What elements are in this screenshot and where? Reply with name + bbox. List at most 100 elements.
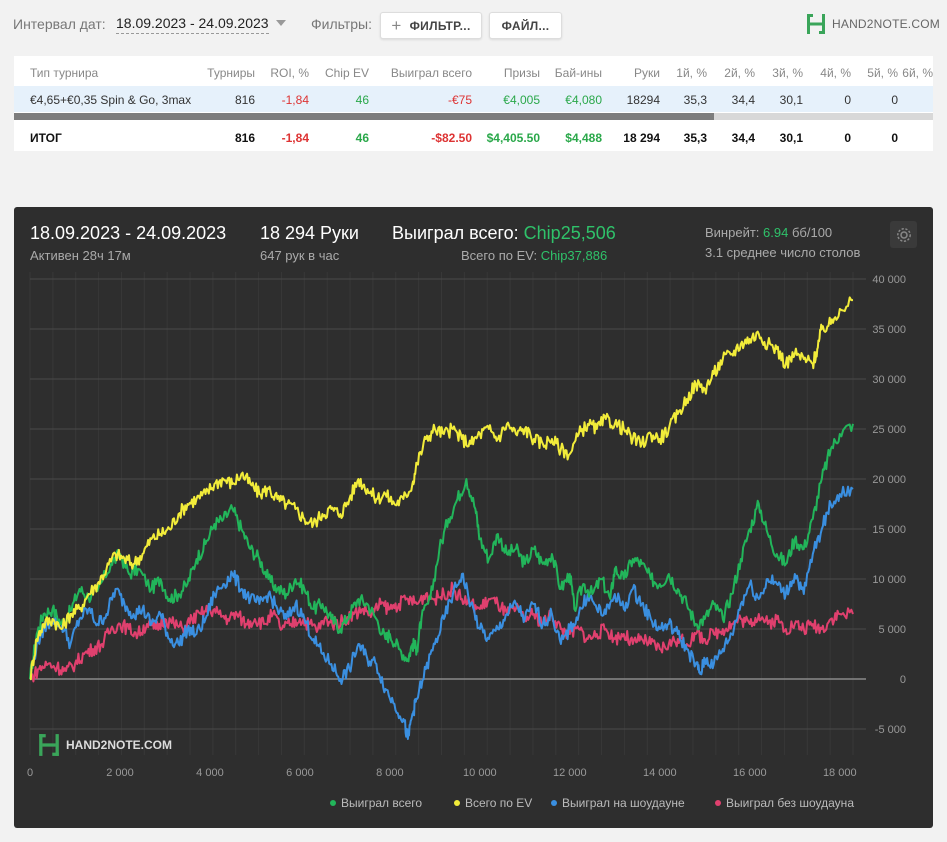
header-cell-6[interactable]: Бай-ины — [554, 66, 602, 80]
header-cell-3[interactable]: Chip EV — [324, 66, 369, 80]
won-total-value: Chip25,506 — [523, 223, 616, 243]
total-cell-4: -$82.50 — [431, 131, 472, 145]
won-total-label: Выиграл всего: — [392, 223, 519, 243]
y-tick-label: 25 000 — [872, 424, 906, 436]
x-tick-label: 18 000 — [823, 767, 857, 779]
total-cell-3: 46 — [355, 131, 369, 145]
x-tick-label: 10 000 — [463, 767, 497, 779]
winrate-value: 6.94 — [763, 225, 789, 240]
profit-line-chart: 40 000 35 000 30 000 25 000 20 000 15 000 10 0… — [27, 272, 906, 779]
y-tick-label: 15 000 — [872, 524, 906, 536]
total-cell-12: 0 — [891, 131, 898, 145]
legend-dot-icon — [454, 800, 460, 806]
header-cell-0[interactable]: Тип турнира — [30, 66, 99, 80]
gear-icon — [896, 227, 911, 242]
y-tick-label: -5 000 — [875, 724, 906, 736]
plus-icon: + — [391, 15, 402, 35]
y-tick-label: 10 000 — [872, 574, 906, 586]
legend-label: Выиграл без шоудауна — [726, 796, 854, 810]
watermark-text: HAND2NOTE.COM — [66, 738, 173, 752]
row-cell-12: 0 — [891, 93, 898, 107]
y-tick-label: 5 000 — [878, 624, 906, 636]
avg-tables: 3.1 среднее число столов — [705, 245, 861, 260]
row-cell-2: -1,84 — [281, 93, 309, 107]
legend-dot-icon — [715, 800, 721, 806]
total-cell-9: 34,4 — [731, 131, 755, 145]
series-line-showdown — [29, 485, 854, 740]
series-line-ev — [29, 296, 853, 681]
legend-item-ev[interactable]: Всего по EV — [454, 796, 532, 810]
y-tick-label: 30 000 — [872, 374, 906, 386]
hands-per-hour: 647 рук в час — [260, 248, 340, 263]
x-tick-label: 14 000 — [643, 767, 677, 779]
top-bar: Интервал дат: 18.09.2023 - 24.09.2023 Фи… — [0, 0, 947, 50]
header-cell-5[interactable]: Призы — [503, 66, 540, 80]
total-cell-10: 30,1 — [779, 131, 803, 145]
header-cell-1[interactable]: Турниры — [207, 66, 255, 80]
total-cell-11: 0 — [844, 131, 851, 145]
total-cell-8: 35,3 — [683, 131, 707, 145]
chart-watermark: HAND2NOTE.COM — [38, 733, 172, 757]
header-cell-7[interactable]: Руки — [634, 66, 660, 80]
table-row[interactable]: €4,65+€0,35 Spin & Go, 3max 816 -1,84 46 -€7… — [14, 86, 933, 112]
row-cell-5: €4,005 — [503, 93, 540, 107]
header-cell-9[interactable]: 2й, % — [724, 66, 755, 80]
app-logo: HAND2NOTE.COM — [806, 13, 940, 35]
y-tick-label: 0 — [900, 674, 906, 686]
legend-label: Выиграл на шоудауне — [562, 796, 685, 810]
file-button-label: ФАЙЛ... — [501, 18, 550, 33]
header-cell-11[interactable]: 4й, % — [820, 66, 851, 80]
scrollbar-thumb[interactable] — [14, 113, 714, 120]
x-tick-label: 0 — [27, 767, 33, 779]
header-cell-13[interactable]: 6й, % — [902, 66, 933, 80]
header-cell-8[interactable]: 1й, % — [676, 66, 707, 80]
legend-label: Выиграл всего — [341, 796, 423, 810]
ev-total-value: Chip37,886 — [540, 248, 608, 263]
ev-total-label: Всего по EV: — [461, 248, 538, 263]
table-header-row: Тип турнира Турниры ROI, % Chip EV Выиграл в… — [14, 59, 933, 85]
row-cell-7: 18294 — [626, 93, 660, 107]
row-cell-3: 46 — [355, 93, 369, 107]
logo-text: HAND2NOTE.COM — [832, 17, 940, 31]
file-button[interactable]: ФАЙЛ... — [489, 12, 562, 39]
tournament-stats-table: Тип турнира Турниры ROI, % Chip EV Выиграл в… — [14, 56, 933, 151]
y-tick-label: 35 000 — [872, 324, 906, 336]
ev-total: Всего по EV: Chip37,886 — [461, 248, 607, 263]
row-cell-11: 0 — [844, 93, 851, 107]
filter-button[interactable]: + ФИЛЬТР... — [380, 12, 482, 39]
legend-item-non_showdown[interactable]: Выиграл без шоудауна — [715, 796, 854, 810]
total-cell-1: 816 — [234, 131, 255, 145]
filter-button-label: ФИЛЬТР... — [409, 18, 471, 33]
row-cell-8: 35,3 — [683, 93, 707, 107]
x-tick-label: 8 000 — [376, 767, 404, 779]
y-tick-label: 40 000 — [872, 274, 906, 286]
legend-item-won[interactable]: Выиграл всего — [330, 796, 422, 810]
header-cell-2[interactable]: ROI, % — [270, 66, 309, 80]
row-cell-1: 816 — [234, 93, 255, 107]
total-cell-5: $4,405.50 — [486, 131, 540, 145]
header-cell-12[interactable]: 5й, % — [867, 66, 898, 80]
x-tick-label: 6 000 — [286, 767, 314, 779]
winrate-unit: бб/100 — [791, 225, 833, 240]
total-cell-7: 18 294 — [623, 131, 660, 145]
profit-chart-panel: 40 000 35 000 30 000 25 000 20 000 15 000 10 0… — [14, 207, 933, 828]
row-cell-4: -€75 — [447, 93, 472, 107]
row-cell-0: €4,65+€0,35 Spin & Go, 3max — [30, 93, 192, 107]
date-interval-label: Интервал дат: — [13, 16, 106, 32]
y-tick-label: 20 000 — [872, 474, 906, 486]
header-cell-10[interactable]: 3й, % — [772, 66, 803, 80]
total-cell-0: ИТОГ — [30, 131, 62, 145]
filters-label: Фильтры: — [311, 16, 372, 32]
chart-settings-button[interactable] — [890, 221, 917, 248]
row-cell-10: 30,1 — [779, 93, 803, 107]
date-range-selector[interactable]: 18.09.2023 - 24.09.2023 — [116, 15, 269, 34]
x-tick-label: 4 000 — [196, 767, 224, 779]
table-total-row: ИТОГ 816 -1,84 46 -$82.50 $4,405.50 $4,488 18 2… — [14, 124, 933, 150]
chevron-down-icon[interactable] — [276, 20, 286, 26]
x-tick-label: 12 000 — [553, 767, 587, 779]
summary-date-range: 18.09.2023 - 24.09.2023 — [30, 223, 227, 243]
won-total: Выиграл всего: Chip25,506 — [392, 223, 616, 244]
legend-item-showdown[interactable]: Выиграл на шоудауне — [551, 796, 685, 810]
hand2note-logo-icon — [39, 734, 59, 756]
header-cell-4[interactable]: Выиграл всего — [390, 66, 472, 80]
